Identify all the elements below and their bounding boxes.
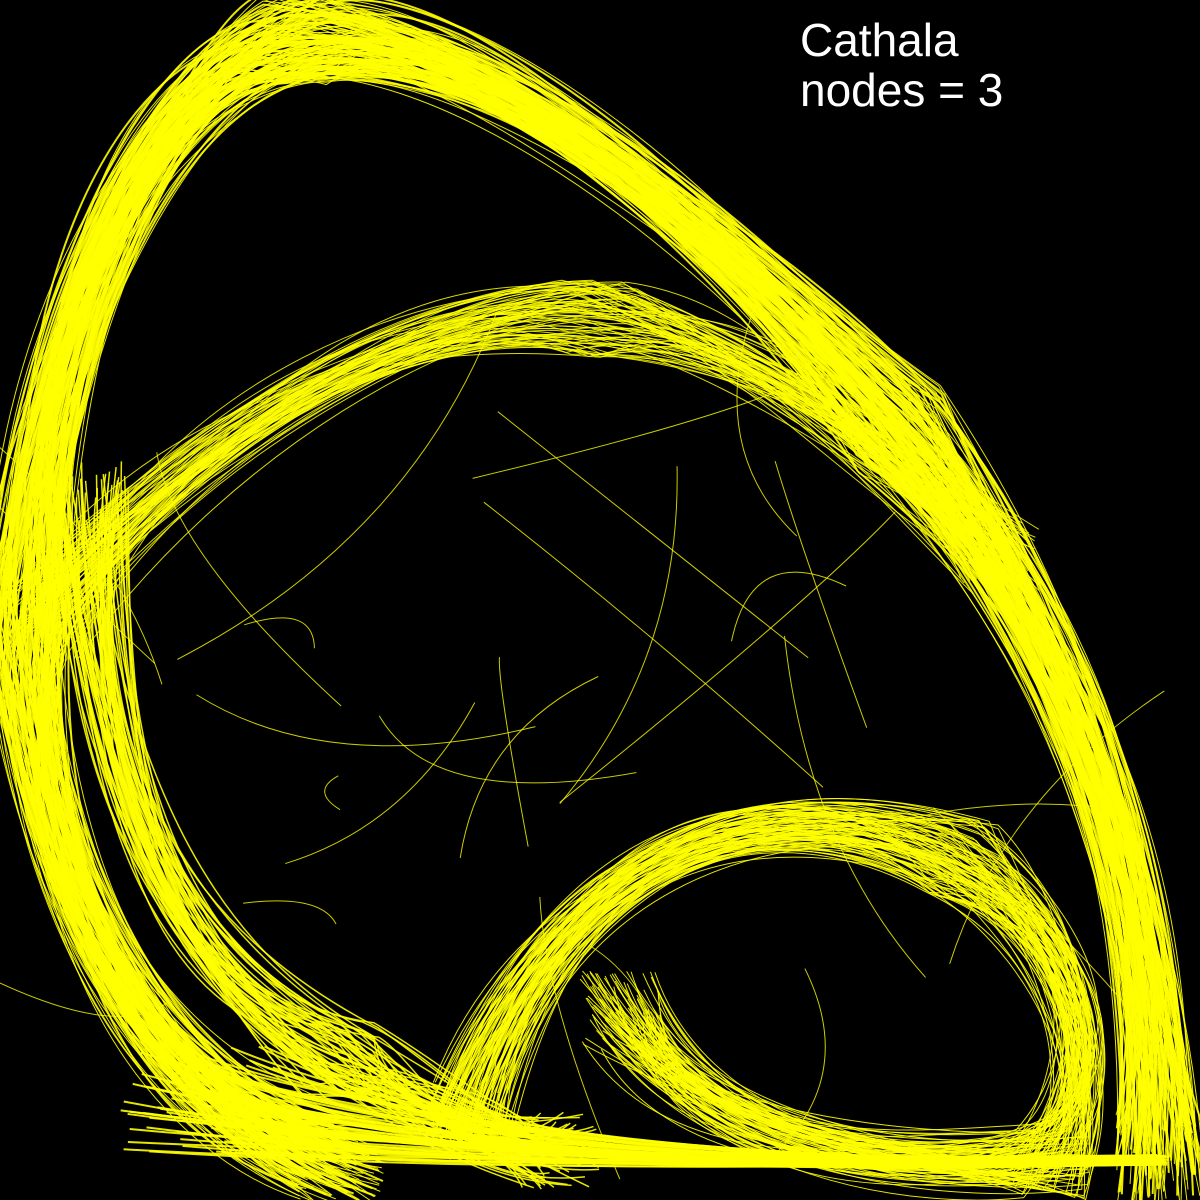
trajectory (47, 280, 1002, 639)
trajectory (28, 294, 1002, 614)
trajectory (39, 0, 1193, 1185)
trajectory (494, 841, 1100, 1178)
trajectory (27, 289, 991, 619)
trajectory (559, 466, 678, 804)
trajectory (457, 836, 1080, 1131)
trajectory (324, 775, 341, 811)
trajectory (459, 676, 599, 858)
trajectory (501, 818, 1084, 1181)
trajectory (590, 946, 671, 1057)
trajectory (28, 281, 1006, 632)
title: Cathala (800, 14, 959, 66)
trajectory (29, 312, 1035, 620)
trajectory (43, 36, 1135, 1177)
trajectory (75, 333, 976, 611)
trajectory (736, 296, 798, 537)
node-count: nodes = 3 (800, 64, 1003, 116)
trajectory (0, 506, 156, 664)
trajectory (0, 0, 1175, 1181)
trajectory (497, 848, 1063, 1186)
trajectory (3, 0, 1159, 1200)
trajectory (0, 982, 170, 1017)
trajectory (23, 318, 1018, 594)
trajectory (830, 803, 1130, 842)
trajectory (0, 447, 163, 685)
trajectory (224, 1140, 1168, 1168)
trajectory (27, 346, 988, 610)
trajectory (474, 836, 1076, 1177)
trajectory (4, 14, 1178, 1160)
trajectory (43, 26, 1148, 1159)
trajectory (771, 968, 826, 1158)
trajectory (67, 290, 1029, 594)
trajectory (462, 821, 1085, 1178)
trajectory (285, 702, 476, 865)
trajectory (42, 320, 987, 628)
trajectory (466, 847, 1091, 1181)
trajectory (55, 284, 993, 631)
trajectory (497, 411, 809, 659)
trajectory (73, 285, 1022, 660)
trajectory (24, 54, 1130, 1200)
trajectory (34, 283, 1016, 610)
trajectory (77, 317, 1032, 660)
trajectory (783, 635, 926, 978)
trajectory (18, 68, 1149, 1197)
trajectory (39, 26, 1167, 1199)
trajectory (35, 342, 988, 603)
trajectory (442, 836, 1080, 1187)
trajectory (132, 1082, 1167, 1163)
trajectory (17, 309, 978, 625)
trajectory (62, 337, 1036, 645)
trajectory (196, 694, 536, 747)
trajectory (243, 900, 337, 925)
trajectory (483, 501, 824, 788)
trajectory (63, 315, 974, 612)
trajectory (932, 807, 1187, 1085)
trajectory (435, 801, 1092, 1196)
trajectory (156, 452, 342, 707)
trajectory (6, 0, 1165, 1191)
trajectory (20, 74, 1175, 1165)
trajectory (6, 298, 986, 590)
trajectory (0, 14, 1180, 1195)
trajectory (0, 35, 1162, 1190)
trajectory (2, 350, 1001, 603)
trajectory (378, 715, 637, 784)
trajectory (504, 819, 1099, 1149)
trajectory (455, 826, 1065, 1160)
trajectory (244, 617, 315, 649)
trajectory (559, 511, 896, 803)
trajectory (949, 690, 1165, 964)
trajectory (45, 5, 1143, 1154)
trajectory (252, 994, 360, 1073)
trajectory (431, 826, 1089, 1180)
trajectory (539, 896, 621, 1180)
trajectory (14, 318, 988, 643)
trajectory (60, 24, 1152, 1180)
trajectory (430, 837, 1096, 1165)
trajectory (177, 311, 498, 660)
trajectory (19, 71, 1196, 1183)
trajectory (774, 461, 868, 728)
trajectory (887, 458, 1005, 566)
trajectory (11, 21, 1141, 1190)
trajectory (731, 571, 847, 642)
trajectory (27, 281, 1005, 591)
trajectory (68, 346, 1024, 652)
trajectory (472, 388, 784, 479)
trajectory (498, 657, 529, 847)
trajectory (45, 66, 1129, 1193)
trajectory (34, 6, 1186, 1156)
trajectory (22, 39, 1132, 1143)
trajectory (24, 301, 1040, 630)
trajectory (0, 59, 1129, 1129)
trajectory (488, 841, 1073, 1165)
trajectory (250, 1060, 1161, 1158)
trajectory (160, 1107, 1159, 1168)
trajectory (40, 2, 1151, 1200)
trajectory (478, 827, 1104, 1197)
